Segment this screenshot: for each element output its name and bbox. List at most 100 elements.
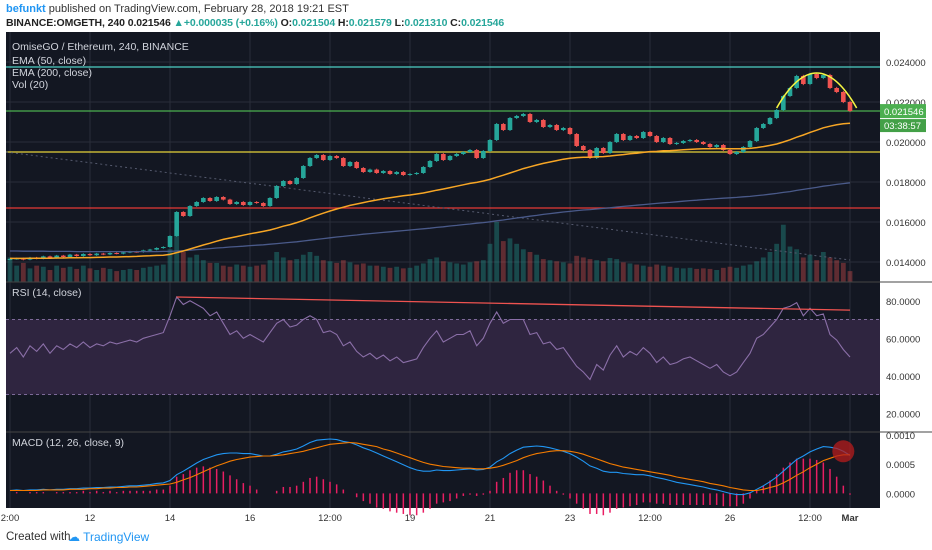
time-tick-label: 23: [565, 513, 576, 524]
volume-bar: [787, 246, 793, 282]
volume-bar: [227, 266, 233, 282]
candle-body: [447, 156, 453, 160]
candle-body: [281, 181, 286, 186]
volume-bar: [407, 267, 413, 282]
price-tick-label: 0.018000: [886, 178, 926, 189]
volume-bar: [34, 265, 40, 282]
candle-body: [674, 143, 679, 144]
volume-bar: [174, 230, 180, 282]
countdown-label: 03:38:57: [884, 121, 921, 132]
volume-bar: [667, 266, 673, 282]
candle-body: [501, 124, 506, 130]
volume-bar: [267, 260, 273, 282]
volume-bar: [300, 254, 306, 282]
volume-bar: [347, 262, 353, 282]
candle-body: [707, 144, 713, 147]
volume-bar: [694, 268, 700, 282]
volume-bar: [760, 257, 766, 282]
chart-canvas[interactable]: 0.024000 0.022000 0.020000 0.018000 0.016000…: [0, 32, 932, 528]
volume-bar: [507, 238, 513, 282]
candle-body: [607, 142, 613, 153]
rsi-pane-title: RSI (14, close): [12, 287, 81, 299]
volume-bar: [240, 265, 246, 282]
volume-bar: [80, 265, 86, 282]
price-tick-label: 0.024000: [886, 58, 926, 69]
open-value: 0.021504: [292, 17, 336, 29]
time-tick-label: 19: [405, 513, 416, 524]
candle-body: [481, 151, 486, 158]
volume-bar: [727, 266, 733, 282]
candle-body: [187, 206, 193, 216]
volume-bar: [687, 267, 693, 282]
candle-body: [554, 125, 559, 130]
volume-bar: [260, 264, 266, 282]
volume-bar: [287, 260, 293, 282]
candle-body: [714, 145, 719, 147]
volume-bar: [800, 257, 806, 282]
price-pane-title: OmiseGO / Ethereum, 240, BINANCE: [12, 41, 189, 53]
candle-body: [514, 116, 519, 118]
volume-bar: [594, 260, 600, 282]
volume-bar: [234, 264, 240, 282]
candle-body: [847, 102, 853, 111]
volume-bar: [634, 264, 640, 282]
time-tick-label: 16: [245, 513, 256, 524]
tradingview-logo[interactable]: ☁ TradingView: [68, 530, 149, 544]
rsi-line: [9, 295, 851, 381]
volume-bar: [560, 262, 566, 282]
volume-bar: [700, 268, 706, 282]
low-value: 0.021310: [404, 17, 448, 29]
candle-body: [261, 203, 266, 206]
volume-bar: [374, 265, 380, 282]
candle-body: [307, 158, 313, 166]
volume-bar: [140, 267, 146, 282]
candle-body: [661, 138, 666, 142]
volume-bar: [607, 258, 613, 282]
candle-body: [294, 178, 299, 184]
price-change: +0.000035 (+0.16%): [183, 17, 278, 29]
volume-bar: [194, 254, 200, 282]
volume-bar: [40, 266, 46, 282]
candle-body: [427, 161, 433, 167]
candle-body: [807, 74, 813, 84]
volume-bar: [600, 261, 606, 282]
volume-bar: [474, 261, 480, 282]
time-tick-label: 14: [165, 513, 176, 524]
volume-bar: [94, 270, 100, 282]
time-tick-label: 12:00: [638, 513, 662, 524]
volume-bar: [674, 267, 680, 282]
indicator-legend: EMA (200, close): [12, 67, 92, 79]
candle-body: [87, 254, 93, 256]
candle-body: [774, 110, 779, 118]
volume-bar: [707, 268, 713, 282]
volume-bar: [534, 254, 540, 282]
time-tick-label: 12: [85, 513, 96, 524]
author-link[interactable]: befunkt: [6, 3, 46, 15]
time-tick-label: 2:00: [1, 513, 20, 524]
volume-bar: [447, 262, 453, 282]
volume-bar: [647, 266, 653, 282]
candle-body: [821, 75, 826, 78]
candle-body: [727, 150, 733, 154]
volume-bar: [60, 267, 66, 282]
volume-bar: [714, 270, 720, 282]
candle-body: [221, 197, 226, 200]
candle-body: [147, 249, 153, 251]
volume-bar: [100, 267, 106, 282]
candle-body: [547, 125, 553, 127]
volume-bar: [567, 263, 573, 282]
candle-body: [841, 92, 846, 102]
dotted-trendline: [5, 151, 851, 261]
volume-bar: [114, 271, 120, 282]
candle-body: [494, 124, 499, 140]
candle-body: [374, 169, 379, 173]
volume-bar: [440, 261, 446, 282]
last-price-tag-label: 0.021546: [884, 107, 924, 118]
volume-bar: [554, 261, 560, 282]
candle-body: [161, 247, 166, 248]
macd-tick-label: 0.0010: [886, 431, 915, 442]
volume-bar: [627, 263, 633, 282]
candle-body: [367, 169, 373, 172]
volume-bar: [467, 262, 473, 282]
rsi-tick-label: 60.0000: [886, 334, 920, 345]
